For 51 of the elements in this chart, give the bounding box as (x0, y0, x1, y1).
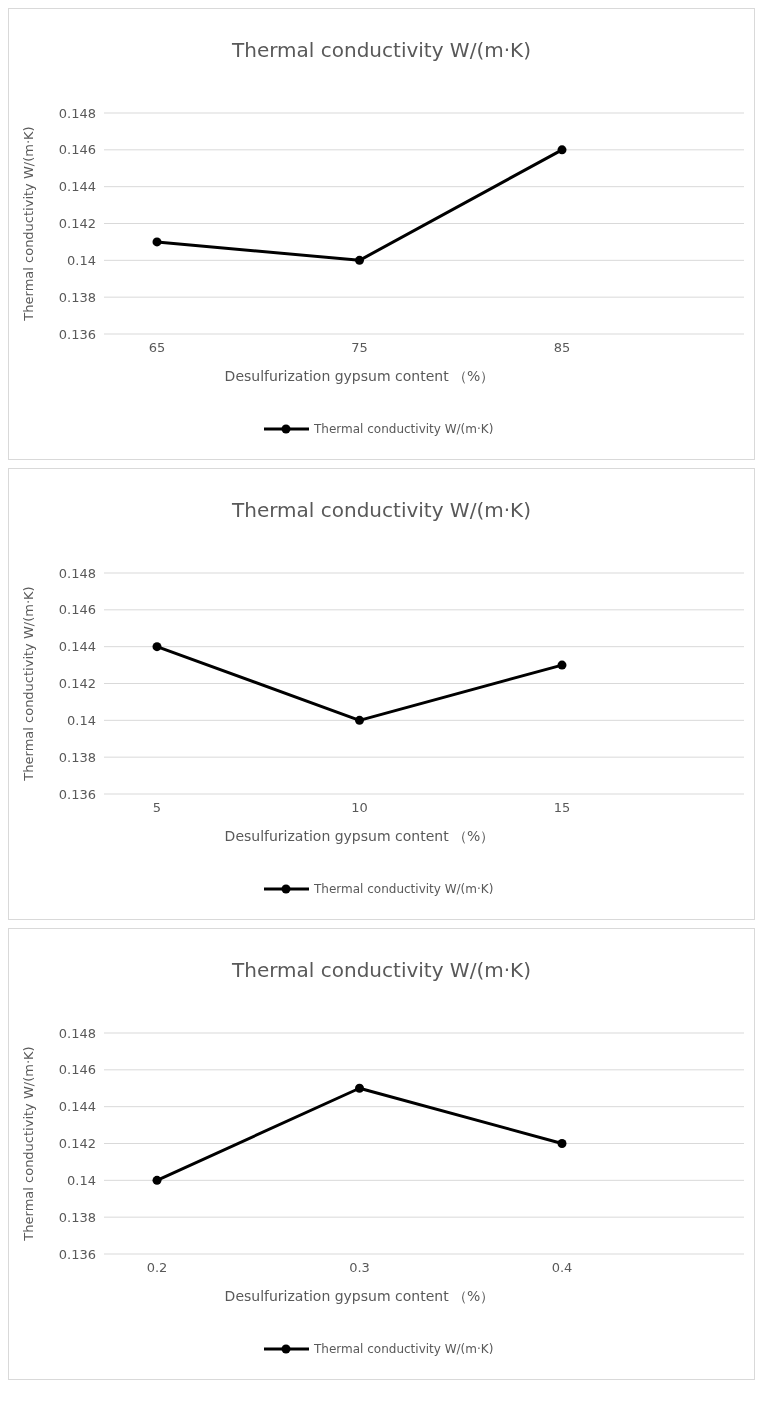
y-tick-label: 0.146 (58, 142, 96, 158)
x-axis-title: Desulfurization gypsum content （%） (224, 368, 495, 384)
point (557, 1139, 567, 1148)
x-tick-label: 0.3 (349, 1260, 370, 1275)
y-tick-label: 0.136 (58, 326, 96, 342)
y-axis-title: Thermal conductivity W/(m·K) (21, 126, 36, 322)
y-tick-label: 0.144 (58, 179, 96, 195)
y-tick-label: 0.142 (58, 1136, 96, 1152)
y-tick-label: 0.14 (67, 252, 96, 268)
chart-title: Thermal conductivity W/(m·K) (231, 38, 531, 62)
x-tick-label: 0.4 (551, 1260, 573, 1275)
legend-label: Thermal conductivity W/(m·K) (313, 422, 494, 437)
y-tick-label: 0.144 (58, 1099, 96, 1115)
x-tick-label: 0.2 (146, 1260, 168, 1275)
y-tick-label: 0.138 (58, 749, 96, 765)
chart-title: Thermal conductivity W/(m·K) (231, 958, 531, 982)
x-axis-title: Desulfurization gypsum content （%） (224, 828, 495, 844)
legend-label: Thermal conductivity W/(m·K) (313, 882, 494, 897)
point (152, 1175, 162, 1185)
y-axis-title: Thermal conductivity W/(m·K) (21, 586, 36, 782)
x-tick-label: 75 (351, 340, 368, 355)
x-axis-title: Desulfurization gypsum content （%） (224, 1288, 495, 1304)
x-tick-label: 10 (351, 800, 368, 815)
x-tick-label: 5 (152, 800, 162, 815)
point (557, 660, 567, 670)
point (152, 642, 162, 652)
point (355, 715, 364, 725)
point (355, 1083, 364, 1093)
y-tick-label: 0.136 (58, 786, 96, 802)
y-tick-label: 0.146 (58, 1062, 96, 1078)
y-tick-label: 0.14 (67, 712, 96, 728)
x-tick-label: 15 (553, 800, 571, 815)
y-tick-label: 0.138 (58, 1209, 96, 1225)
y-tick-label: 0.142 (58, 216, 96, 232)
y-axis-title: Thermal conductivity W/(m·K) (21, 1046, 36, 1242)
y-tick-label: 0.142 (58, 676, 96, 692)
x-tick-label: 85 (553, 340, 571, 355)
point (557, 145, 567, 155)
point (152, 237, 162, 247)
point (355, 255, 364, 265)
y-tick-label: 0.14 (67, 1172, 96, 1188)
y-tick-label: 0.148 (58, 565, 96, 581)
y-tick-label: 0.146 (58, 602, 96, 618)
y-tick-label: 0.138 (58, 289, 96, 305)
legend-label: Thermal conductivity W/(m·K) (313, 1342, 494, 1357)
y-tick-label: 0.148 (58, 1025, 96, 1041)
y-tick-label: 0.136 (58, 1246, 96, 1262)
y-tick-label: 0.144 (58, 639, 96, 655)
y-tick-label: 0.148 (58, 105, 96, 121)
chart-title: Thermal conductivity W/(m·K) (231, 498, 531, 522)
x-tick-label: 65 (148, 340, 166, 355)
